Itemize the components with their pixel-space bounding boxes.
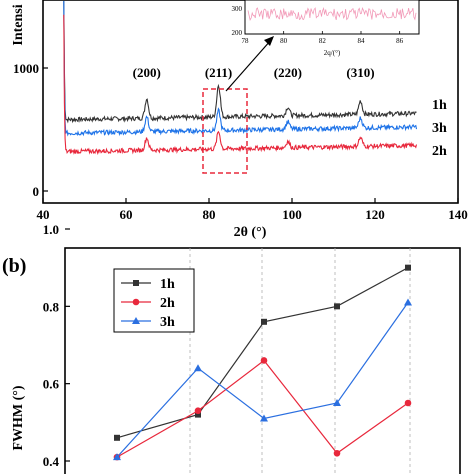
inset-y-ticks: 200 300 bbox=[232, 5, 243, 37]
inset-x-ticks: 78 80 82 84 86 bbox=[242, 31, 404, 45]
xrd-series-labels: 1h 3h 2h bbox=[432, 98, 447, 159]
fwhm-series-1h bbox=[114, 264, 411, 441]
fwhm-point-3h bbox=[113, 453, 121, 461]
xrd-panel: 40 60 80 100 120 140 0 1000 (200) (211) (220) (31… bbox=[11, 0, 468, 240]
fwhm-point-3h bbox=[194, 364, 202, 372]
inset-x-tick-label: 82 bbox=[319, 37, 327, 45]
xrd-y-tick-label: 0 bbox=[33, 184, 40, 199]
xrd-x-tick-label: 40 bbox=[37, 207, 50, 222]
legend-label-2h: 2h bbox=[160, 296, 175, 311]
series-label-1h: 1h bbox=[432, 98, 447, 113]
fwhm-series-2h bbox=[113, 357, 412, 461]
xrd-x-tick-label: 80 bbox=[203, 207, 216, 222]
xrd-x-tick-label: 120 bbox=[365, 207, 385, 222]
inset-y-tick-label: 200 bbox=[232, 29, 243, 37]
fwhm-point-2h bbox=[404, 399, 412, 407]
fwhm-point-3h bbox=[260, 414, 268, 422]
peak-label: (211) bbox=[205, 65, 232, 80]
inset-frame bbox=[244, 0, 420, 35]
inset-x-tick-label: 80 bbox=[280, 37, 288, 45]
series-label-3h: 3h bbox=[432, 121, 447, 136]
inset-line bbox=[247, 7, 417, 22]
xrd-x-tick-label: 60 bbox=[120, 207, 133, 222]
legend-box bbox=[113, 268, 195, 333]
inset-x-tick-label: 84 bbox=[358, 37, 366, 45]
inset-x-tick-label: 86 bbox=[396, 37, 404, 45]
fwhm-point-1h bbox=[114, 434, 120, 441]
legend-label-1h: 1h bbox=[160, 277, 175, 292]
peak-label: (220) bbox=[274, 65, 302, 80]
xrd-y-axis-label: Intensi bbox=[11, 4, 26, 45]
inset-series-line bbox=[247, 7, 417, 22]
xrd-x-tick-label: 140 bbox=[448, 207, 468, 222]
xrd-series-1h bbox=[63, 0, 417, 124]
legend-marker-3h bbox=[132, 317, 140, 324]
xrd-x-tick-label: 100 bbox=[282, 207, 302, 222]
series-label-2h: 2h bbox=[432, 144, 447, 159]
fwhm-y-axis-label: FWHM (°) bbox=[11, 385, 26, 450]
inset-x-label: 2q/(°) bbox=[324, 49, 341, 57]
legend-marker-1h bbox=[133, 280, 139, 286]
fwhm-plot-frame bbox=[64, 247, 461, 474]
xrd-series-3h bbox=[63, 0, 418, 137]
fwhm-point-3h bbox=[404, 298, 412, 306]
fwhm-grid bbox=[189, 248, 411, 474]
xrd-series-2h bbox=[63, 14, 418, 156]
fwhm-y-tick-label: 1.0 bbox=[43, 222, 59, 237]
fwhm-point-1h bbox=[405, 264, 411, 271]
fwhm-y-ticks: 0.4 0.6 0.8 1.0 bbox=[43, 222, 70, 469]
xrd-y-ticks: 0 1000 bbox=[13, 61, 48, 199]
xrd-x-ticks: 40 60 80 100 120 140 bbox=[37, 198, 468, 222]
fwhm-point-2h bbox=[333, 449, 341, 457]
inset-arrow-head bbox=[264, 36, 274, 46]
inset-x-tick-label: 78 bbox=[242, 37, 250, 45]
xrd-peak-labels: (200) (211) (220) (310) bbox=[133, 65, 375, 80]
fwhm-panel: (b) 0.4 0.6 0.8 1.0 FWHM (°) 1h 2h 3h bbox=[2, 222, 461, 474]
inset-arrow bbox=[225, 39, 272, 92]
inset-plot: 78 80 82 84 86 200 300 2q/(°) bbox=[232, 0, 420, 57]
legend-label-3h: 3h bbox=[160, 315, 175, 330]
fwhm-y-tick-label: 0.4 bbox=[43, 454, 60, 469]
fwhm-point-1h bbox=[334, 303, 340, 310]
xrd-series-lines bbox=[63, 0, 418, 156]
inset-y-tick-label: 300 bbox=[232, 5, 243, 13]
fwhm-legend: 1h 2h 3h bbox=[113, 268, 195, 333]
fwhm-point-1h bbox=[261, 318, 267, 325]
fwhm-y-tick-label: 0.6 bbox=[43, 377, 60, 392]
fwhm-point-2h bbox=[260, 357, 268, 364]
legend-marker-2h bbox=[132, 298, 140, 306]
fwhm-point-2h bbox=[194, 407, 202, 415]
fwhm-series bbox=[113, 264, 412, 461]
panel-b-label: (b) bbox=[2, 255, 26, 277]
peak-label: (310) bbox=[346, 65, 374, 80]
xrd-plot-frame bbox=[42, 0, 459, 204]
fwhm-point-1h bbox=[195, 411, 201, 418]
fwhm-series-3h bbox=[113, 298, 412, 461]
xrd-y-tick-label: 1000 bbox=[13, 61, 39, 76]
fwhm-y-tick-label: 0.8 bbox=[43, 299, 60, 314]
xrd-x-axis-label: 2θ (°) bbox=[234, 225, 267, 240]
fwhm-point-3h bbox=[333, 399, 341, 406]
peak-label: (200) bbox=[133, 65, 161, 80]
